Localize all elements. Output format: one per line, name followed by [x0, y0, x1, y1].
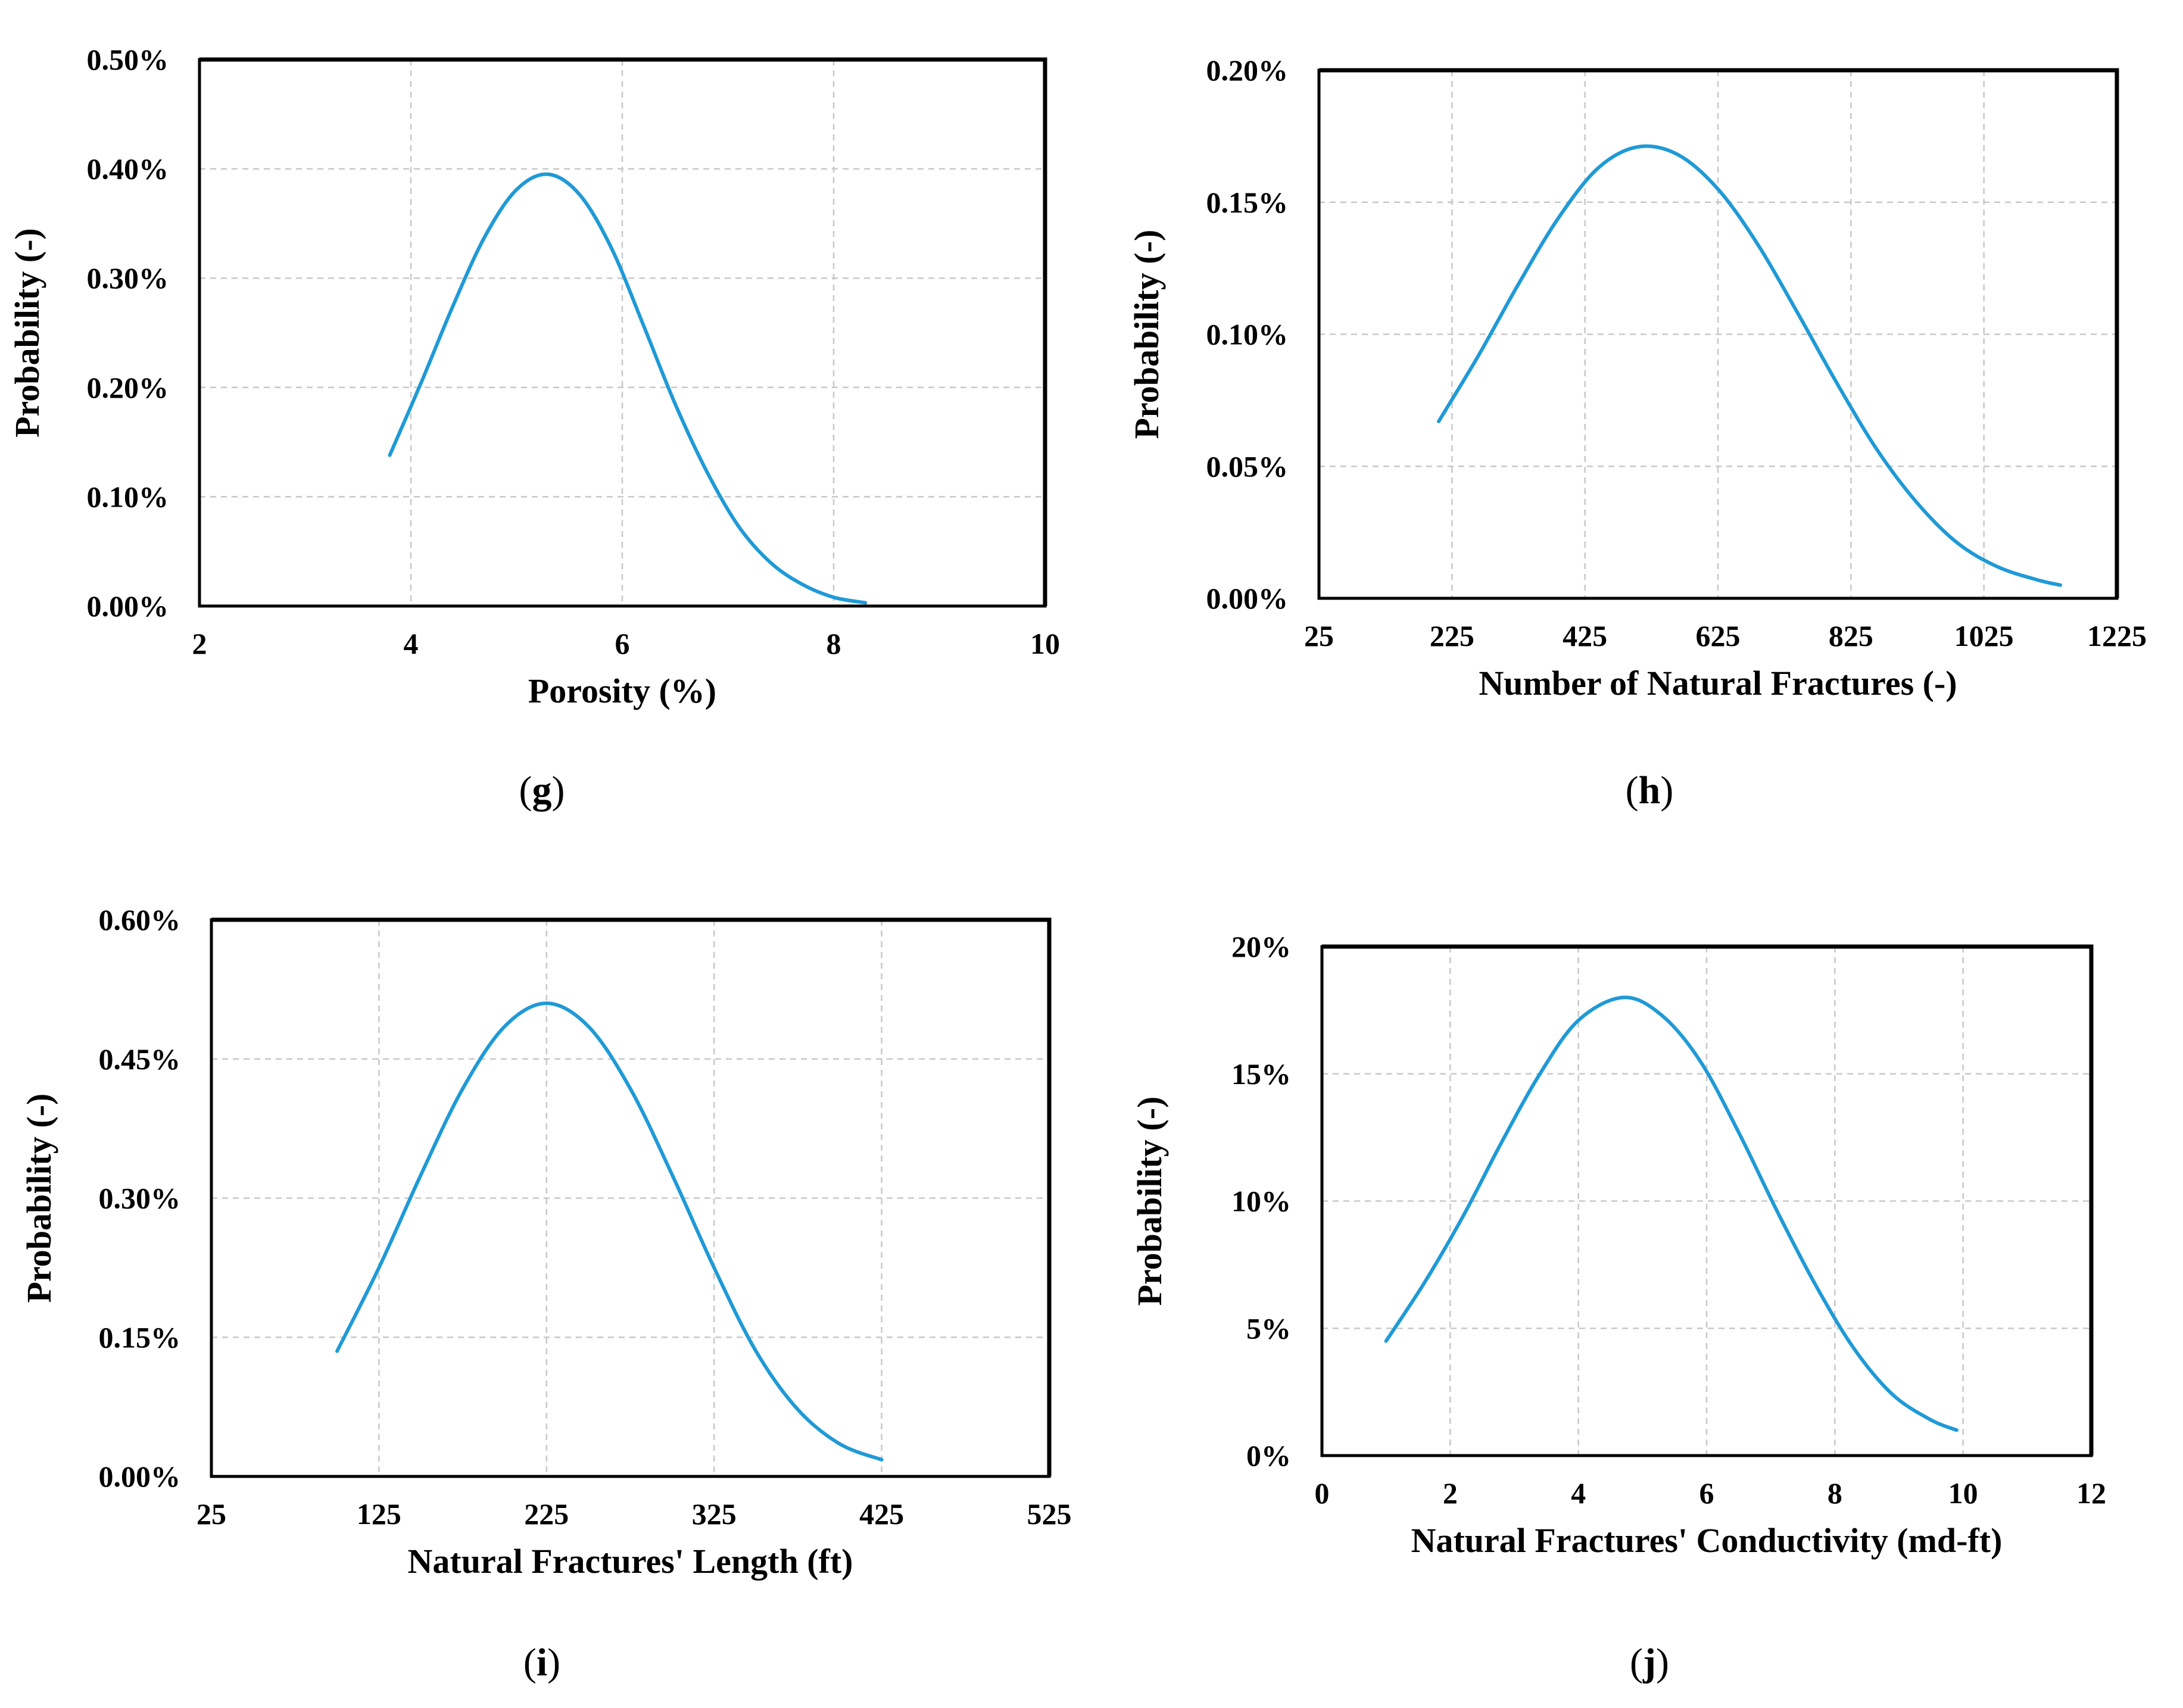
plot-frame-edge-j — [1322, 944, 2094, 1456]
y-tick-label-j-1: 5% — [1246, 1312, 1291, 1345]
x-tick-label-i-3: 325 — [692, 1497, 737, 1531]
chart-h: 25 225 425 625 825 1025 1225 0.00% 0.05% 0.10% 0.1… — [1127, 54, 2147, 702]
x-tick-label-h-3: 625 — [1696, 619, 1741, 652]
x-tick-label-i-4: 425 — [859, 1497, 904, 1531]
x-tick-label-j-0: 0 — [1315, 1476, 1330, 1510]
y-axis-title-j: Probability (-) — [1130, 1097, 1169, 1306]
y-axis-title-h: Probability (-) — [1127, 230, 1166, 439]
x-tick-label-j-1: 2 — [1443, 1476, 1458, 1510]
y-tick-label-i-0: 0.00% — [99, 1460, 181, 1493]
panel-label-g: (g) — [519, 769, 565, 812]
x-tick-label-j-2: 4 — [1571, 1476, 1586, 1510]
x-tick-label-i-1: 125 — [357, 1497, 401, 1531]
plot-frame-edge-g — [199, 57, 1047, 606]
y-tick-label-g-1: 0.10% — [87, 480, 169, 513]
x-tick-label-j-6: 12 — [2076, 1476, 2106, 1510]
x-tick-label-j-5: 10 — [1948, 1476, 1978, 1510]
y-tick-label-h-4: 0.20% — [1206, 54, 1289, 87]
x-tick-label-j-3: 6 — [1699, 1476, 1714, 1510]
y-tick-label-i-4: 0.60% — [99, 903, 181, 936]
x-tick-label-i-2: 225 — [524, 1497, 569, 1531]
x-tick-label-i-0: 25 — [197, 1497, 226, 1531]
y-tick-label-i-1: 0.15% — [99, 1320, 181, 1354]
y-tick-label-i-2: 0.30% — [99, 1182, 181, 1215]
x-tick-label-h-6: 1225 — [2087, 619, 2147, 652]
x-tick-label-g-2: 6 — [615, 627, 630, 660]
y-tick-label-g-0: 0.00% — [87, 589, 169, 623]
x-axis-title-i: Natural Fractures' Length (ft) — [408, 1542, 853, 1581]
panel-label-j: (j) — [1630, 1641, 1669, 1684]
y-tick-label-h-0: 0.00% — [1206, 582, 1289, 615]
x-tick-label-j-4: 8 — [1828, 1476, 1842, 1510]
x-tick-label-h-2: 425 — [1563, 619, 1607, 652]
x-axis-title-g: Porosity (%) — [528, 672, 716, 710]
x-tick-label-h-5: 1025 — [1954, 619, 2014, 652]
panel-label-i: (i) — [523, 1641, 561, 1684]
y-tick-label-j-3: 15% — [1231, 1057, 1291, 1091]
x-axis-title-j: Natural Fractures' Conductivity (md-ft) — [1411, 1521, 2003, 1560]
y-tick-label-g-5: 0.50% — [87, 43, 169, 76]
series-line-i-0 — [335, 1001, 884, 1462]
y-tick-label-h-3: 0.15% — [1206, 186, 1289, 219]
chart-g: 2 4 6 8 10 0.00% 0.10% 0.20% 0.30% 0.40% 0.50% Poro… — [8, 43, 1060, 710]
y-tick-label-g-3: 0.30% — [87, 261, 169, 295]
y-tick-label-h-2: 0.10% — [1206, 318, 1289, 351]
plot-frame-edge-i — [211, 917, 1052, 1476]
y-tick-label-i-3: 0.45% — [99, 1042, 181, 1076]
series-line-h-0 — [1437, 144, 2063, 587]
x-tick-label-i-5: 525 — [1027, 1497, 1072, 1531]
y-tick-label-h-1: 0.05% — [1206, 449, 1289, 483]
plot-frame-edge-h — [1319, 68, 2119, 598]
x-tick-label-g-1: 4 — [404, 627, 419, 660]
y-tick-label-g-2: 0.20% — [87, 371, 169, 404]
x-axis-title-h: Number of Natural Fractures (-) — [1479, 664, 1957, 702]
y-tick-label-j-0: 0% — [1246, 1439, 1291, 1472]
y-axis-title-g: Probability (-) — [8, 228, 46, 438]
chart-i: 25 125 225 325 425 525 0.00% 0.15% 0.30% 0.45% 0.6… — [20, 903, 1072, 1581]
x-tick-label-h-0: 25 — [1304, 619, 1334, 652]
y-tick-label-j-2: 10% — [1231, 1185, 1291, 1218]
x-tick-label-h-1: 225 — [1430, 619, 1474, 652]
x-tick-label-g-3: 8 — [827, 627, 841, 660]
y-tick-label-g-4: 0.40% — [87, 152, 169, 186]
panel-label-h: (h) — [1625, 769, 1674, 812]
y-axis-title-i: Probability (-) — [20, 1094, 58, 1303]
x-tick-label-h-4: 825 — [1829, 619, 1873, 652]
series-line-g-0 — [388, 172, 868, 605]
y-tick-label-j-4: 20% — [1231, 930, 1291, 963]
x-tick-label-g-0: 2 — [192, 627, 207, 660]
x-tick-label-g-4: 10 — [1030, 627, 1060, 660]
series-line-j-0 — [1384, 995, 1959, 1432]
